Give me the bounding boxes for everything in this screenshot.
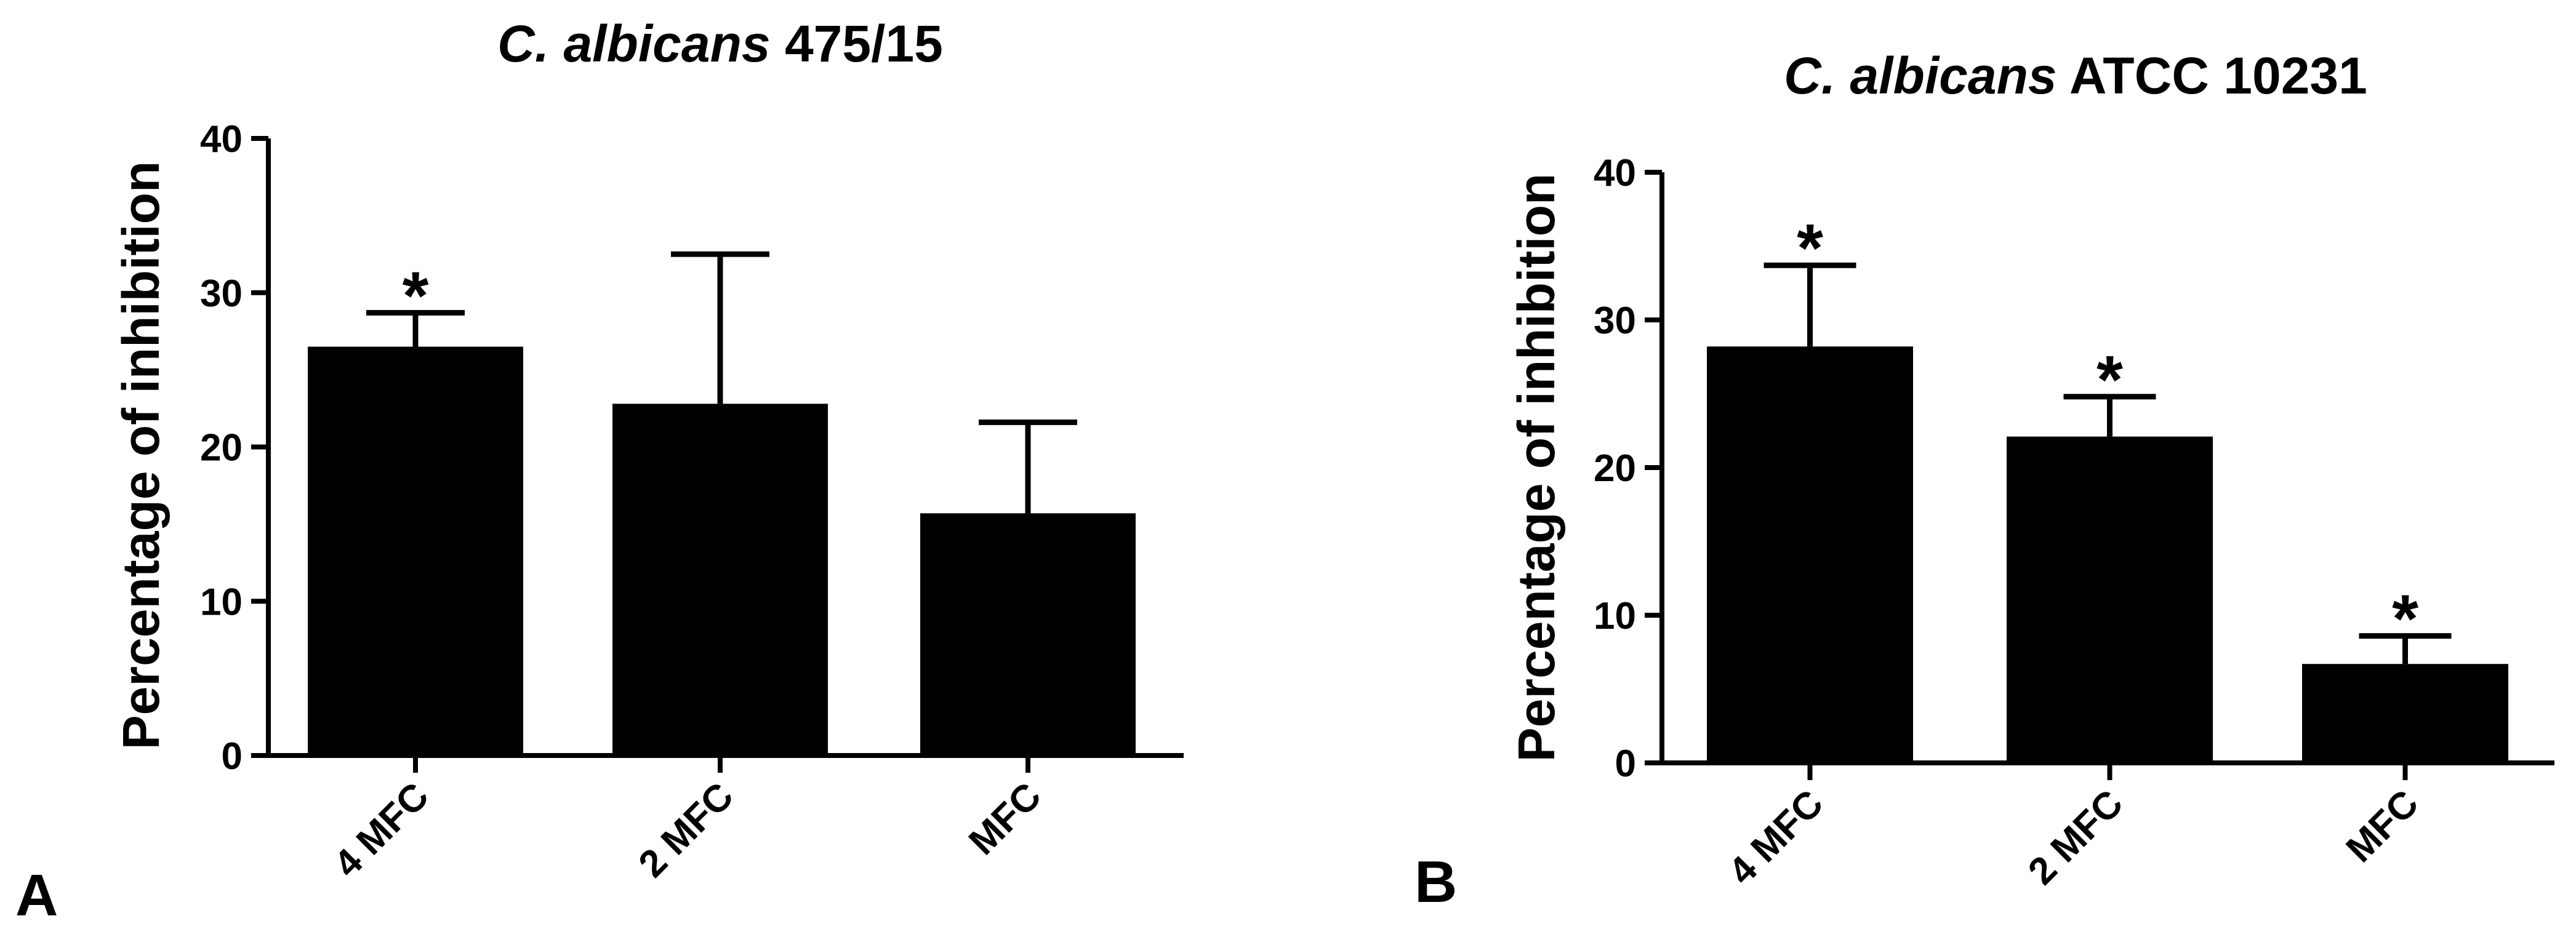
chart-title-a-space	[771, 15, 785, 73]
bar-b-1	[2007, 436, 2213, 763]
y-tick-label-a-0: 0	[222, 735, 243, 778]
bar-a-0	[308, 346, 523, 756]
y-tick-label-b-4: 40	[1594, 152, 1636, 194]
significance-star-b-0: *	[1797, 210, 1823, 286]
category-label-b-0: 4 MFC	[1720, 782, 1831, 893]
y-tick-label-b-2: 20	[1594, 447, 1636, 490]
chart-marks-a: 0 10 20 30 40 4 MFC * 2 MFC MFC	[200, 118, 1136, 885]
category-label-a-1: 2 MFC	[631, 775, 742, 885]
y-tick-label-a-3: 30	[200, 273, 243, 315]
bar-a-1	[612, 404, 828, 756]
y-tick-label-a-4: 40	[200, 118, 243, 161]
category-label-a-2: MFC	[961, 775, 1049, 863]
chart-title-a: C. albicans 475/15	[497, 15, 943, 73]
chart-title-a-italic: C. albicans	[497, 15, 771, 73]
bar-b-2	[2302, 664, 2508, 763]
chart-panel-b: C. albicans ATCC 10231 Percentage of inh…	[1414, 47, 2554, 915]
y-tick-label-a-2: 20	[200, 427, 243, 469]
significance-star-b-2: *	[2392, 581, 2418, 657]
y-tick-label-a-1: 10	[200, 581, 243, 623]
chart-title-b-space	[2057, 47, 2069, 105]
chart-panel-a: C. albicans 475/15 Percentage of inhibit…	[15, 15, 1184, 928]
chart-title-b: C. albicans ATCC 10231	[1784, 47, 2367, 105]
panel-label-b: B	[1414, 849, 1457, 915]
chart-title-a-rest: 475/15	[785, 15, 943, 73]
y-tick-label-b-3: 30	[1594, 300, 1636, 342]
chart-title-b-rest: ATCC 10231	[2069, 47, 2367, 105]
chart-title-b-italic: C. albicans	[1784, 47, 2057, 105]
panel-label-a: A	[15, 863, 58, 928]
bar-b-0	[1707, 346, 1913, 763]
category-label-a-0: 4 MFC	[326, 775, 437, 885]
category-label-b-2: MFC	[2338, 782, 2427, 871]
y-axis-label-b: Percentage of inhibition	[1507, 173, 1565, 762]
category-label-b-1: 2 MFC	[2020, 782, 2131, 893]
bar-a-2	[920, 513, 1136, 756]
y-axis-label-a: Percentage of inhibition	[112, 161, 170, 750]
y-tick-label-b-0: 0	[1615, 743, 1636, 785]
chart-marks-b: 0 10 20 30 40 4 MFC * 2 MFC * MFC *	[1594, 152, 2508, 893]
y-tick-label-b-1: 10	[1594, 595, 1636, 637]
significance-star-a-0: *	[403, 258, 429, 333]
significance-star-b-1: *	[2097, 342, 2123, 418]
